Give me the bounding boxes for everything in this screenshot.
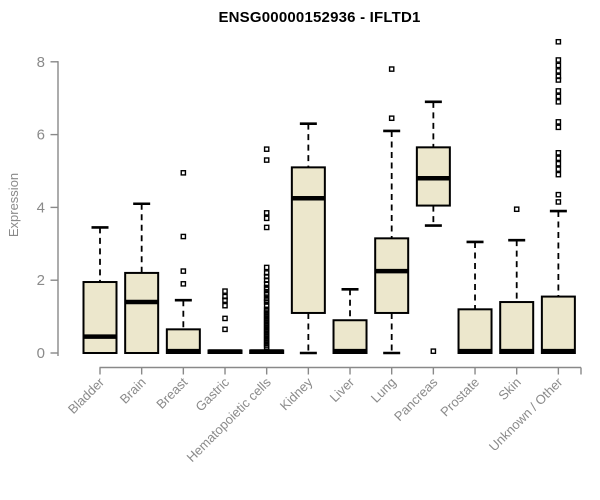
outlier-unknown-other xyxy=(555,191,562,198)
outlier-unknown-other xyxy=(555,166,562,172)
outlier-hematopoietic-cells xyxy=(263,157,270,163)
outlier-hematopoietic-cells xyxy=(263,270,270,276)
outlier-pancreas xyxy=(430,348,437,354)
outlier-unknown-other xyxy=(555,155,562,162)
outlier-lung xyxy=(388,66,395,72)
outlier-gastric xyxy=(222,288,228,294)
x-axis-label-kidney: Kidney xyxy=(277,374,316,413)
x-axis-label-prostate: Prostate xyxy=(437,375,482,420)
x-axis-label-bladder: Bladder xyxy=(65,374,108,417)
outlier-gastric xyxy=(222,293,228,300)
box-prostate xyxy=(457,308,493,355)
y-axis-tick-label: 8 xyxy=(37,54,45,71)
outlier-breast xyxy=(180,233,187,240)
outlier-unknown-other xyxy=(555,171,562,178)
outlier-unknown-other xyxy=(555,124,562,131)
outlier-hematopoietic-cells xyxy=(263,146,270,152)
outlier-breast xyxy=(180,170,187,176)
outlier-lung xyxy=(388,115,395,122)
box-liver xyxy=(332,319,368,354)
x-axis-label-unknown-other: Unknown / Other xyxy=(486,374,566,454)
outlier-unknown-other xyxy=(555,149,562,156)
outlier-unknown-other xyxy=(555,68,562,74)
outlier-unknown-other xyxy=(555,73,562,80)
x-axis-label-brain: Brain xyxy=(117,375,149,407)
box-brain xyxy=(124,271,160,355)
box-kidney xyxy=(290,166,326,314)
y-axis-tick-label: 4 xyxy=(37,199,45,216)
outlier-gastric xyxy=(222,315,228,322)
y-axis-tick-label: 0 xyxy=(37,345,45,362)
y-axis-tick-label: 2 xyxy=(37,272,45,289)
outlier-hematopoietic-cells xyxy=(263,264,270,271)
outlier-skin xyxy=(513,206,520,213)
x-axis-label-lung: Lung xyxy=(368,375,399,406)
x-axis-label-liver: Liver xyxy=(327,374,358,405)
chart-title: ENSG00000152936 - IFLTD1 xyxy=(218,9,421,26)
box-lung xyxy=(374,237,410,314)
outlier-hematopoietic-cells xyxy=(263,224,270,231)
box-bladder xyxy=(82,281,118,354)
outlier-unknown-other xyxy=(555,88,562,94)
outlier-gastric xyxy=(222,326,228,333)
box-unknown-other xyxy=(540,295,576,354)
x-axis-label-gastric: Gastric xyxy=(192,374,232,414)
box-skin xyxy=(499,301,535,355)
y-axis-tick-label: 6 xyxy=(37,127,45,144)
outlier-hematopoietic-cells xyxy=(263,210,270,216)
outlier-hematopoietic-cells xyxy=(263,215,270,222)
y-axis-label: Expression xyxy=(6,172,21,238)
x-axis-label-breast: Breast xyxy=(153,374,190,411)
outlier-unknown-other xyxy=(555,38,562,45)
outlier-breast xyxy=(180,281,187,287)
outlier-unknown-other xyxy=(555,93,562,100)
outlier-unknown-other xyxy=(555,62,562,69)
x-axis-label-skin: Skin xyxy=(495,375,523,403)
outlier-gastric xyxy=(222,302,228,309)
outlier-unknown-other xyxy=(555,119,562,125)
x-axis-label-pancreas: Pancreas xyxy=(391,374,441,424)
outlier-unknown-other xyxy=(555,199,562,205)
outlier-unknown-other xyxy=(555,160,562,167)
outlier-unknown-other xyxy=(555,57,562,63)
outlier-breast xyxy=(180,268,187,274)
outlier-unknown-other xyxy=(555,99,562,105)
